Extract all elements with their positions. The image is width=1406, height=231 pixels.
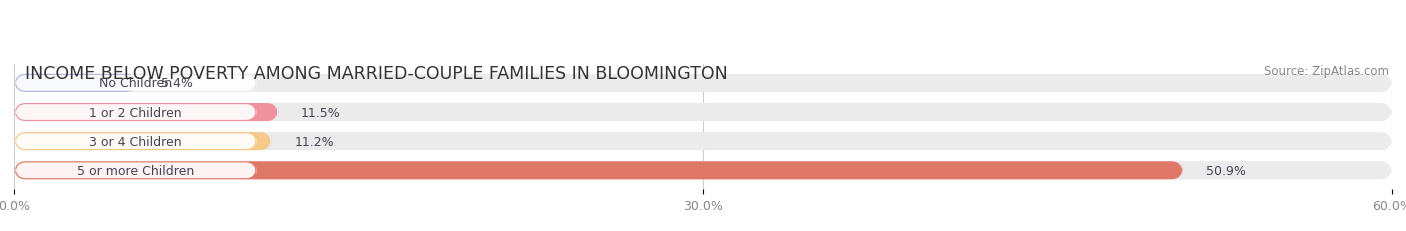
Text: Source: ZipAtlas.com: Source: ZipAtlas.com xyxy=(1264,65,1389,78)
Text: 1 or 2 Children: 1 or 2 Children xyxy=(90,106,183,119)
FancyBboxPatch shape xyxy=(14,103,1392,122)
FancyBboxPatch shape xyxy=(15,163,256,178)
FancyBboxPatch shape xyxy=(15,134,256,149)
FancyBboxPatch shape xyxy=(14,133,1392,151)
FancyBboxPatch shape xyxy=(15,105,256,120)
FancyBboxPatch shape xyxy=(14,103,278,122)
Text: 3 or 4 Children: 3 or 4 Children xyxy=(90,135,183,148)
FancyBboxPatch shape xyxy=(14,75,138,93)
Text: INCOME BELOW POVERTY AMONG MARRIED-COUPLE FAMILIES IN BLOOMINGTON: INCOME BELOW POVERTY AMONG MARRIED-COUPL… xyxy=(25,65,728,83)
FancyBboxPatch shape xyxy=(14,161,1392,179)
FancyBboxPatch shape xyxy=(14,75,1392,93)
Text: 5.4%: 5.4% xyxy=(162,77,193,90)
Text: No Children: No Children xyxy=(100,77,173,90)
Text: 5 or more Children: 5 or more Children xyxy=(77,164,194,177)
FancyBboxPatch shape xyxy=(15,76,256,91)
Text: 11.5%: 11.5% xyxy=(301,106,340,119)
FancyBboxPatch shape xyxy=(14,133,271,151)
FancyBboxPatch shape xyxy=(14,161,1182,179)
Text: 50.9%: 50.9% xyxy=(1206,164,1246,177)
Text: 11.2%: 11.2% xyxy=(294,135,333,148)
